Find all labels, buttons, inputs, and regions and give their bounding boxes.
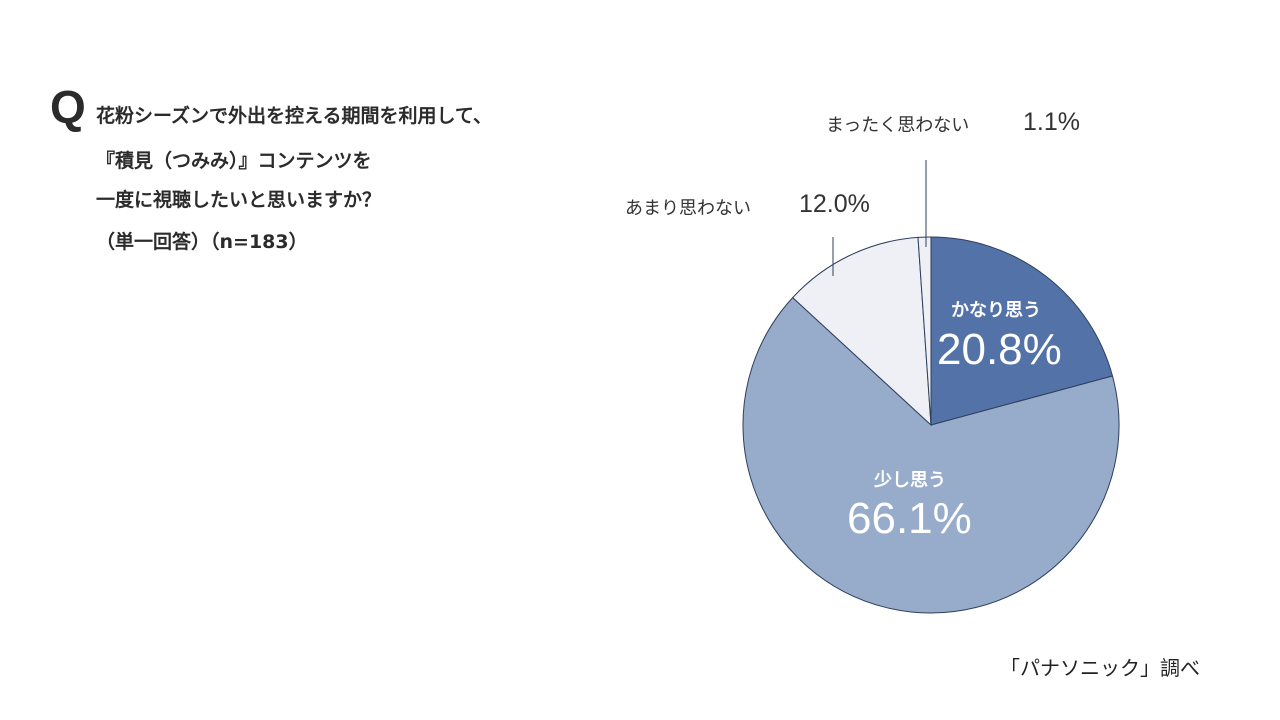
value-mattaku-omowanai: 1.1% bbox=[1023, 108, 1080, 136]
question-line-3: 一度に視聴したいと思いますか？ bbox=[96, 189, 382, 211]
value-kanari-omou: 20.8% bbox=[937, 325, 1062, 374]
label-sukoshi-omou: 少し思う bbox=[874, 470, 946, 491]
source-note: 「パナソニック」調べ bbox=[1000, 656, 1200, 680]
question-line-4: （単一回答）（n=183） bbox=[96, 231, 308, 253]
value-sukoshi-omou: 66.1% bbox=[847, 494, 972, 543]
slice-sukoshi-omou bbox=[742, 296, 1120, 614]
slice-mattaku-omowanai bbox=[917, 236, 932, 426]
value-amari-omowanai: 12.0% bbox=[799, 190, 870, 218]
slice-kanari-omou bbox=[930, 236, 1114, 426]
label-mattaku-omowanai: まったく思わない bbox=[826, 115, 970, 136]
label-kanari-omou: かなり思う bbox=[951, 300, 1041, 321]
question-line-2: 『積見（つみみ）』コンテンツを bbox=[96, 150, 372, 172]
question-line-1: 花粉シーズンで外出を控える期間を利用して、 bbox=[96, 105, 492, 127]
slice-amari-omowanai bbox=[791, 236, 932, 427]
question-mark: Q bbox=[50, 81, 86, 133]
label-amari-omowanai: あまり思わない bbox=[625, 198, 751, 219]
